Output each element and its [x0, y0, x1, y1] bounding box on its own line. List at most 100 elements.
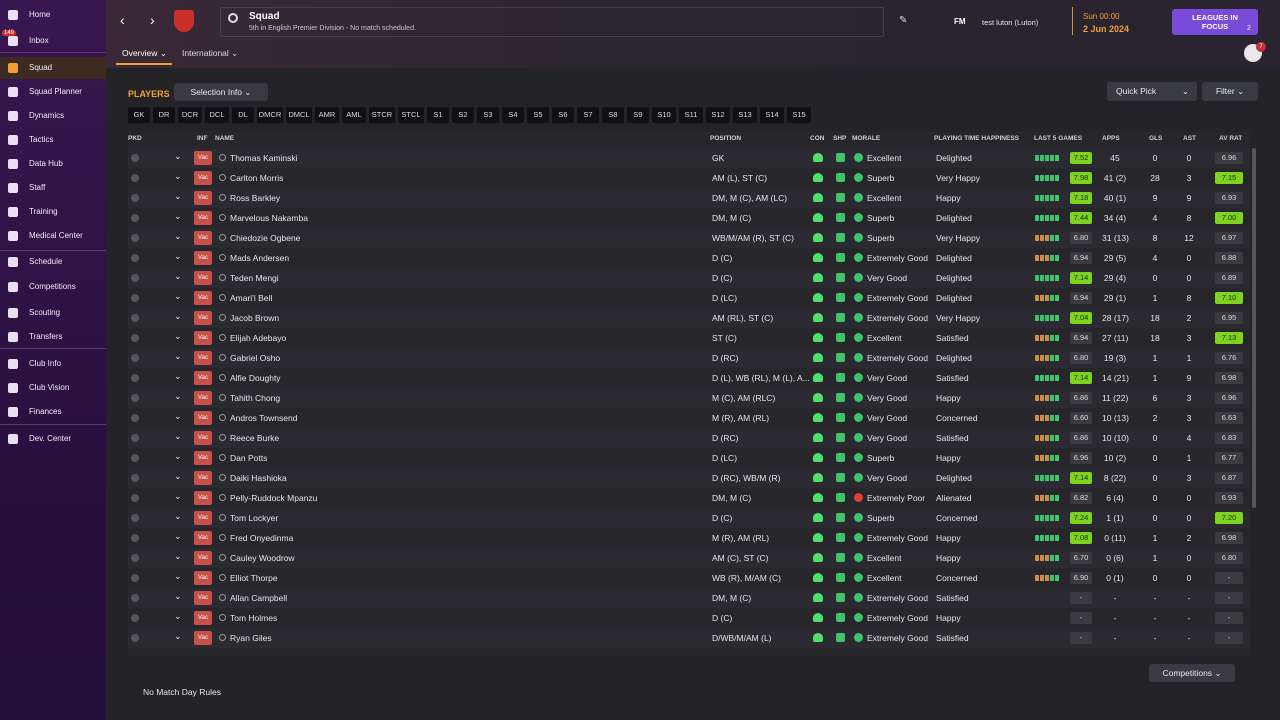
- player-row[interactable]: ⌄ Vac Carlton Morris AM (L), ST (C) Superb Ve…: [128, 168, 1250, 188]
- player-row[interactable]: ⌄ Vac Mads Andersen D (C) Extremely Good Deli…: [128, 248, 1250, 268]
- position-filter[interactable]: STCR: [369, 107, 395, 123]
- nav-item[interactable]: Tactics: [0, 129, 106, 151]
- filter-button[interactable]: Filter ⌄: [1202, 82, 1258, 101]
- back-arrow[interactable]: ‹: [120, 12, 125, 28]
- expand-chevron[interactable]: ⌄: [174, 411, 182, 421]
- column-header[interactable]: LAST 5 GAMES: [1034, 135, 1083, 142]
- player-name[interactable]: Elliot Thorpe: [230, 573, 278, 583]
- nav-item[interactable]: Scouting: [0, 302, 106, 324]
- player-name[interactable]: Dan Potts: [230, 453, 268, 463]
- nav-item[interactable]: Schedule: [0, 251, 106, 273]
- position-filter[interactable]: S7: [577, 107, 599, 123]
- player-name[interactable]: Ryan Giles: [230, 633, 272, 643]
- position-filter[interactable]: S13: [733, 107, 757, 123]
- column-header[interactable]: GLS: [1149, 135, 1163, 142]
- column-header[interactable]: POSITION: [710, 135, 742, 142]
- expand-chevron[interactable]: ⌄: [174, 391, 182, 401]
- position-filter[interactable]: DMCL: [286, 107, 312, 123]
- expand-chevron[interactable]: ⌄: [174, 471, 182, 481]
- player-name[interactable]: Alfie Doughty: [230, 373, 281, 383]
- nav-item[interactable]: Club Info: [0, 353, 106, 375]
- player-row[interactable]: ⌄ Vac Marvelous Nakamba DM, M (C) Superb Deli…: [128, 208, 1250, 228]
- expand-chevron[interactable]: ⌄: [174, 151, 182, 161]
- expand-chevron[interactable]: ⌄: [174, 631, 182, 641]
- position-filter[interactable]: S9: [627, 107, 649, 123]
- expand-chevron[interactable]: ⌄: [174, 431, 182, 441]
- expand-chevron[interactable]: ⌄: [174, 331, 182, 341]
- nav-item[interactable]: Medical Center: [0, 225, 106, 247]
- column-header[interactable]: MORALE: [852, 135, 881, 142]
- nav-item[interactable]: Competitions: [0, 276, 106, 298]
- forward-arrow[interactable]: ›: [150, 12, 155, 28]
- expand-chevron[interactable]: ⌄: [174, 191, 182, 201]
- player-row[interactable]: ⌄ Vac Andros Townsend M (R), AM (RL) Very Go…: [128, 408, 1250, 428]
- expand-chevron[interactable]: ⌄: [174, 171, 182, 181]
- nav-item[interactable]: Transfers: [0, 326, 106, 348]
- player-name[interactable]: Ross Barkley: [230, 193, 281, 203]
- player-name[interactable]: Allan Campbell: [230, 593, 288, 603]
- player-name[interactable]: Tom Lockyer: [230, 513, 279, 523]
- player-row[interactable]: ⌄ Vac Gabriel Osho D (RC) Extremely Good Deli…: [128, 348, 1250, 368]
- expand-chevron[interactable]: ⌄: [174, 251, 182, 261]
- expand-chevron[interactable]: ⌄: [174, 591, 182, 601]
- player-row[interactable]: ⌄ Vac Pelly-Ruddock Mpanzu DM, M (C) Extreme…: [128, 488, 1250, 508]
- player-name[interactable]: Amari'i Bell: [230, 293, 273, 303]
- position-filter[interactable]: S10: [652, 107, 676, 123]
- search-box[interactable]: [220, 7, 884, 37]
- position-filter[interactable]: S12: [706, 107, 730, 123]
- expand-chevron[interactable]: ⌄: [174, 571, 182, 581]
- player-name[interactable]: Mads Andersen: [230, 253, 290, 263]
- column-header[interactable]: PKD: [128, 135, 142, 142]
- expand-chevron[interactable]: ⌄: [174, 291, 182, 301]
- player-name[interactable]: Carlton Morris: [230, 173, 284, 183]
- player-row[interactable]: ⌄ Vac Reece Burke D (RC) Very Good Satisfied 6…: [128, 428, 1250, 448]
- competitions-button[interactable]: Competitions ⌄: [1149, 664, 1235, 682]
- expand-chevron[interactable]: ⌄: [174, 311, 182, 321]
- nav-item[interactable]: Squad Planner: [0, 81, 106, 103]
- player-name[interactable]: Daiki Hashioka: [230, 473, 287, 483]
- column-header[interactable]: PLAYING TIME HAPPINESS: [934, 135, 1019, 142]
- expand-chevron[interactable]: ⌄: [174, 271, 182, 281]
- nav-item[interactable]: Inbox 149: [0, 30, 106, 52]
- position-filter[interactable]: STCL: [398, 107, 424, 123]
- player-name[interactable]: Cauley Woodrow: [230, 553, 295, 563]
- player-name[interactable]: Teden Mengi: [230, 273, 279, 283]
- nav-item[interactable]: Club Vision: [0, 377, 106, 399]
- position-filter[interactable]: S8: [602, 107, 624, 123]
- player-row[interactable]: ⌄ Vac Dan Potts D (LC) Superb Happy 6.96 10 (2)…: [128, 448, 1250, 468]
- player-row[interactable]: ⌄ Vac Chiedozie Ogbene WB/M/AM (R), ST (C) S…: [128, 228, 1250, 248]
- expand-chevron[interactable]: ⌄: [174, 491, 182, 501]
- nav-item[interactable]: Finances: [0, 401, 106, 423]
- position-filter[interactable]: AML: [342, 107, 366, 123]
- position-filter[interactable]: DCL: [205, 107, 229, 123]
- nav-item[interactable]: Home: [0, 4, 106, 26]
- nav-item[interactable]: Squad: [0, 57, 106, 79]
- position-filter[interactable]: S3: [477, 107, 499, 123]
- leagues-in-focus-button[interactable]: LEAGUES IN FOCUS 2: [1172, 9, 1258, 35]
- position-filter[interactable]: S14: [760, 107, 784, 123]
- column-header[interactable]: INF: [197, 135, 208, 142]
- player-name[interactable]: Chiedozie Ogbene: [230, 233, 301, 243]
- position-filter[interactable]: S4: [502, 107, 524, 123]
- position-filter[interactable]: S5: [527, 107, 549, 123]
- player-row[interactable]: ⌄ Vac Thomas Kaminski GK Excellent Delighted 7…: [128, 148, 1250, 168]
- position-filter[interactable]: S1: [427, 107, 449, 123]
- position-filter[interactable]: DR: [153, 107, 175, 123]
- player-row[interactable]: ⌄ Vac Allan Campbell DM, M (C) Extremely Goo…: [128, 588, 1250, 608]
- column-header[interactable]: AST: [1183, 135, 1196, 142]
- player-row[interactable]: ⌄ Vac Daiki Hashioka D (RC), WB/M (R) Very G…: [128, 468, 1250, 488]
- player-row[interactable]: ⌄ Vac Tom Holmes D (C) Extremely Good Happy - -…: [128, 608, 1250, 628]
- selection-info-button[interactable]: Selection Info ⌄: [174, 83, 268, 101]
- player-name[interactable]: Tom Holmes: [230, 613, 278, 623]
- expand-chevron[interactable]: ⌄: [174, 231, 182, 241]
- player-row[interactable]: ⌄ Vac Amari'i Bell D (LC) Extremely Good Deli…: [128, 288, 1250, 308]
- player-row[interactable]: ⌄ Vac Fred Onyedinma M (R), AM (RL) Extremel…: [128, 528, 1250, 548]
- position-filter[interactable]: DMCR: [257, 107, 283, 123]
- expand-chevron[interactable]: ⌄: [174, 531, 182, 541]
- player-row[interactable]: ⌄ Vac Cauley Woodrow AM (C), ST (C) Excellen…: [128, 548, 1250, 568]
- player-name[interactable]: Pelly-Ruddock Mpanzu: [230, 493, 318, 503]
- position-filter[interactable]: DCR: [178, 107, 202, 123]
- player-name[interactable]: Andros Townsend: [230, 413, 298, 423]
- expand-chevron[interactable]: ⌄: [174, 611, 182, 621]
- column-header[interactable]: CON: [810, 135, 825, 142]
